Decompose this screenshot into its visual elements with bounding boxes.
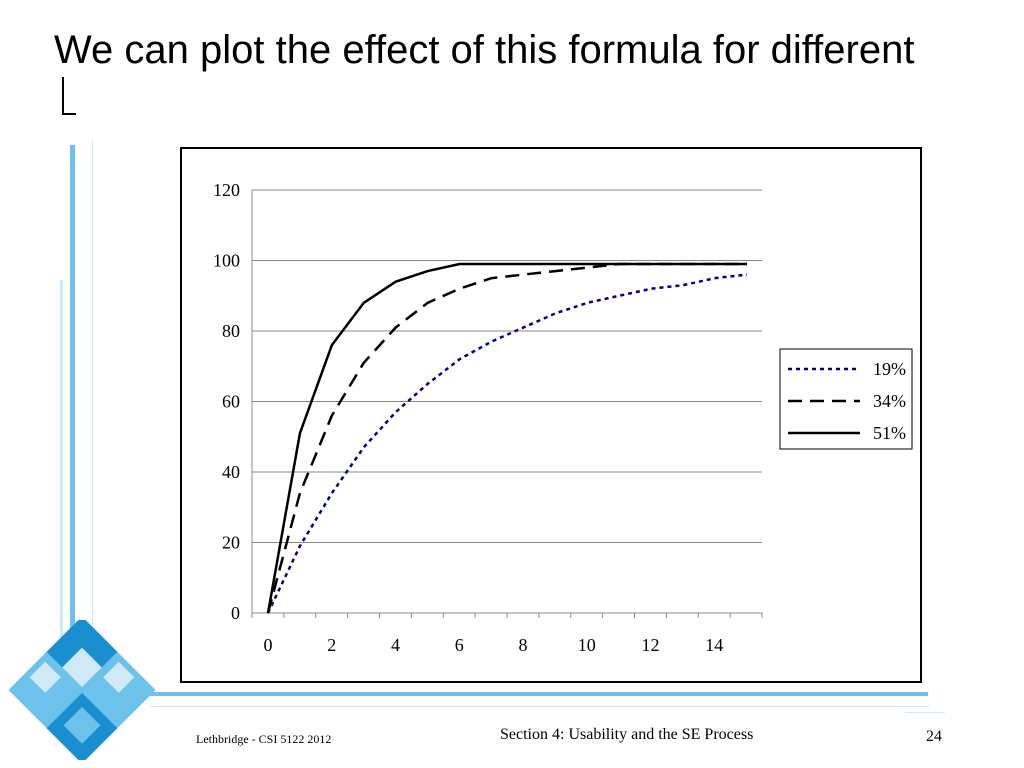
x-tick-label: 14	[705, 635, 723, 655]
decorative-footer-bracket	[905, 712, 945, 713]
series-line-34pct	[266, 262, 747, 614]
x-tick-label: 2	[327, 635, 336, 655]
decorative-horizontal-line-thin	[150, 706, 930, 707]
x-tick-label: 10	[578, 635, 596, 655]
y-tick-label: 20	[222, 533, 240, 553]
slide-title: We can plot the effect of this formula f…	[54, 26, 934, 122]
decorative-vertical-bar	[70, 145, 75, 665]
y-tick-label: 100	[213, 251, 240, 271]
page-number: 24	[926, 728, 942, 745]
y-tick-label: 60	[222, 392, 240, 412]
x-tick-label: 6	[455, 635, 464, 655]
x-tick-label: 8	[519, 635, 528, 655]
legend-label: 19%	[873, 359, 906, 379]
x-tick-label: 4	[391, 635, 400, 655]
y-tick-label: 40	[222, 462, 240, 482]
decorative-diamond-logo	[8, 620, 156, 760]
chart-frame: 0 20 40 60 80 100 120 0 2 4 6 8 10 12 14 19% 34% 51%	[180, 147, 922, 683]
lambda-placeholder-icon	[62, 77, 76, 115]
x-tick-label: 0	[264, 635, 273, 655]
line-chart: 0 20 40 60 80 100 120 0 2 4 6 8 10 12 14 19% 34% 51%	[213, 180, 913, 655]
decorative-vertical-bar-faded	[60, 280, 63, 640]
series-line-51pct	[266, 262, 747, 614]
y-tick-label: 0	[231, 603, 240, 623]
series-line-19pct	[266, 273, 748, 614]
decorative-horizontal-bar	[140, 692, 928, 696]
decorative-vertical-line-thin	[92, 140, 93, 680]
footer-author: Lethbridge - CSI 5122 2012	[196, 732, 332, 746]
legend-label: 34%	[873, 391, 906, 411]
x-tick-label: 12	[642, 635, 660, 655]
legend-label: 51%	[873, 423, 906, 443]
y-tick-label: 80	[222, 321, 240, 341]
footer-section: Section 4: Usability and the SE Process	[500, 726, 754, 743]
y-tick-label: 120	[213, 180, 240, 200]
